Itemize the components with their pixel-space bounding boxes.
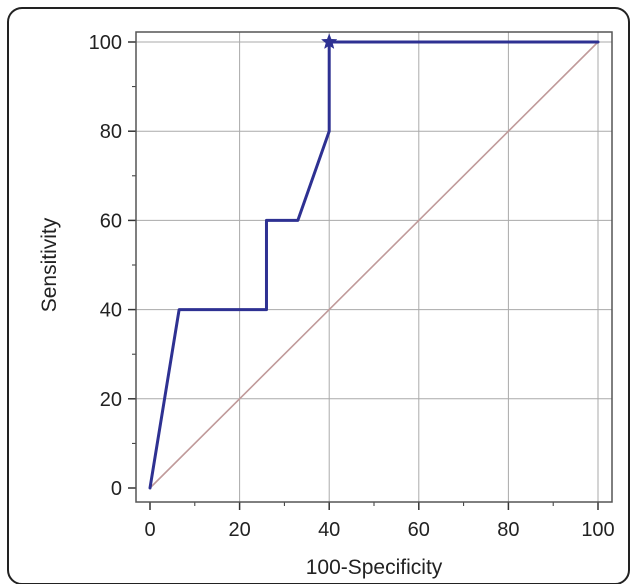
- y-tick-label: 40: [100, 300, 122, 322]
- y-tick-label: 60: [100, 210, 122, 232]
- tick-labels: 0 20 40 60 80 100 0 20 40 60 80 100: [89, 32, 615, 541]
- y-tick-label: 80: [100, 121, 122, 143]
- x-tick-label: 40: [318, 519, 340, 541]
- y-axis-label: Sensitivity: [38, 217, 61, 312]
- x-tick-label: 100: [581, 519, 614, 541]
- tick-marks: [128, 41, 599, 510]
- x-tick-label: 20: [228, 519, 250, 541]
- y-tick-label: 0: [111, 478, 122, 500]
- roc-curve-line: [148, 40, 600, 490]
- y-tick-label: 100: [89, 32, 122, 54]
- y-tick-label: 20: [100, 389, 122, 411]
- chart-border: [7, 7, 630, 584]
- x-tick-label: 80: [497, 519, 519, 541]
- plot-frame: [135, 31, 613, 503]
- series-layer: [148, 33, 600, 490]
- reference-diagonal-line: [149, 41, 599, 489]
- star-marker-icon: [320, 33, 338, 50]
- x-axis-label: 100-Specificity: [306, 556, 443, 579]
- x-tick-label: 60: [408, 519, 430, 541]
- x-tick-label: 0: [144, 519, 155, 541]
